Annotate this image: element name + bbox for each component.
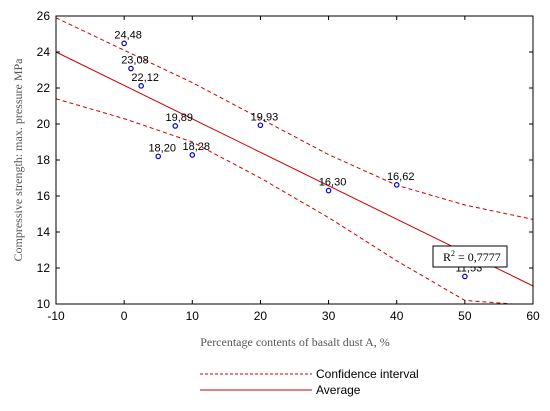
y-tick-label: 12 <box>37 261 51 275</box>
data-point <box>325 187 332 194</box>
data-point <box>172 123 179 129</box>
data-point <box>138 83 144 89</box>
data-point <box>393 182 400 188</box>
y-tick-label: 20 <box>37 117 51 131</box>
data-point-label: 19,89 <box>165 112 193 124</box>
legend-confidence-label: Confidence interval <box>316 367 419 381</box>
x-tick-label: 60 <box>526 309 540 323</box>
r2-box-frame <box>432 245 508 268</box>
y-tick-label: 26 <box>37 9 51 23</box>
y-tick-label: 10 <box>37 297 51 311</box>
data-point-label: 22,12 <box>131 72 159 84</box>
data-point <box>189 152 196 158</box>
data-point-label: 24,48 <box>114 29 142 41</box>
points-group: 24,48 23,08 22,12 19,89 18,20 18,28 19,93 16,30… <box>114 29 482 280</box>
data-point-label: 19,93 <box>251 111 279 123</box>
data-point-label: 18,20 <box>148 142 176 154</box>
x-tick-label: 20 <box>254 309 268 323</box>
ticks-group: -10 0 10 20 30 40 50 60 10 12 14 16 18 20 22 24 26 <box>37 9 540 323</box>
r2-annotation: R2 = 0,7777 <box>432 245 508 268</box>
r2-text: R2 = 0,7777 <box>443 249 501 264</box>
data-point-label: 16,62 <box>387 171 415 183</box>
y-tick-label: 14 <box>37 225 51 239</box>
confidence-lower-line <box>55 98 513 305</box>
data-point-label: 23,08 <box>121 55 149 67</box>
data-point <box>121 40 127 47</box>
data-point-label: 18,28 <box>183 141 211 153</box>
r2-label: R <box>443 250 451 264</box>
y-tick-label: 16 <box>37 189 51 203</box>
legend: Confidence interval Average <box>200 367 419 397</box>
y-tick-label: 22 <box>37 81 51 95</box>
y-tick-label: 18 <box>37 153 51 167</box>
y-tick-label: 24 <box>37 45 51 59</box>
x-tick-label: -10 <box>47 309 65 323</box>
confidence-upper-line <box>55 17 534 220</box>
x-tick-label: 10 <box>186 309 200 323</box>
r2-exponent: 2 <box>451 249 455 258</box>
data-point <box>462 273 468 280</box>
r2-value: = 0,7777 <box>455 250 501 264</box>
data-point-label: 16,30 <box>319 177 347 189</box>
x-tick-label: 30 <box>322 309 336 323</box>
legend-average-label: Average <box>316 383 361 397</box>
y-axis-title: Compressive strength: max. pressure MPa <box>11 58 25 262</box>
x-tick-label: 0 <box>121 309 128 323</box>
data-point <box>257 122 264 129</box>
data-point <box>128 65 134 72</box>
data-point <box>155 153 162 160</box>
x-tick-label: 50 <box>458 309 472 323</box>
x-axis-title: Percentage contents of basalt dust A, % <box>200 335 390 349</box>
x-tick-label: 40 <box>390 309 404 323</box>
